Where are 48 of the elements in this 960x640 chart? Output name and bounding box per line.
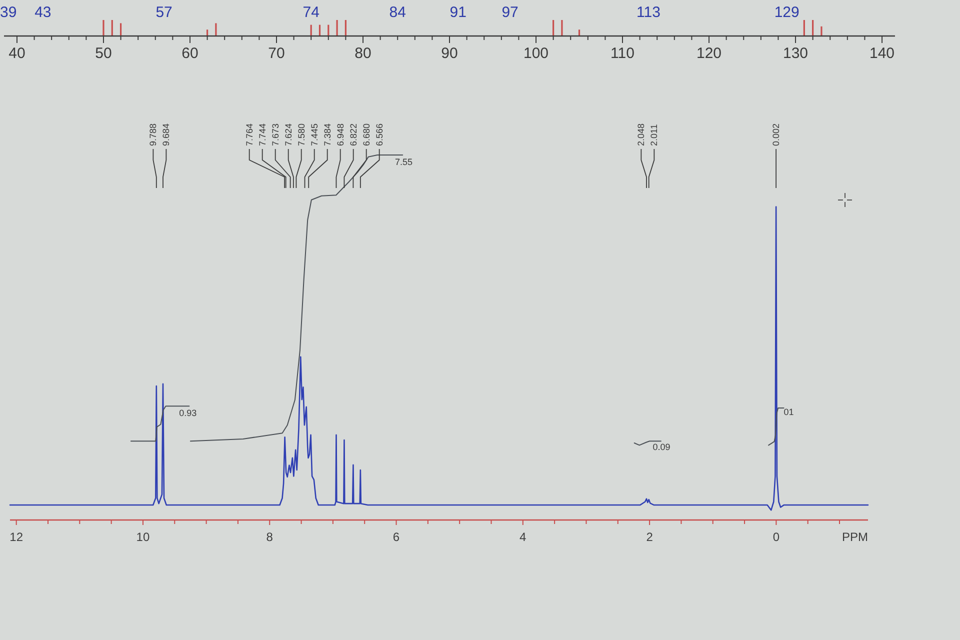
x-tick-label: 40 (8, 45, 26, 62)
x2-tick-label: 39 (0, 4, 17, 21)
annotation: 9.788 (148, 123, 158, 146)
x-tick-label: 6 (392, 530, 400, 544)
x-tick-label: 90 (441, 45, 458, 62)
x2-tick-label: 91 (450, 4, 466, 21)
x2-tick-label: 113 (636, 4, 660, 21)
annotation: 0.09 (652, 442, 670, 452)
x-tick-label: 80 (354, 45, 372, 62)
annotation: 7.624 (283, 123, 294, 146)
x-tick-label: 130 (783, 45, 808, 62)
x-tick-label: 10 (136, 530, 150, 544)
annotation: 7.580 (296, 123, 306, 146)
x-tick-label: 100 (523, 45, 549, 62)
annotation: 7.445 (309, 123, 320, 146)
x-tick-label: 70 (268, 45, 285, 62)
x-tick-label: 12 (10, 530, 24, 544)
annotation: 9.684 (161, 123, 172, 146)
annotation: 0.002 (771, 123, 782, 146)
x-tick-label: 2 (646, 530, 654, 544)
x2-tick-label: 74 (302, 4, 320, 21)
annotation: 7.55 (394, 157, 413, 168)
x2-tick-label: 84 (389, 4, 406, 21)
annotation: 2.011 (649, 124, 660, 146)
x-tick-label: 0 (772, 530, 780, 544)
annotation: 7.384 (322, 123, 332, 146)
x2-tick-label: 97 (502, 4, 518, 21)
annotation: 6.680 (361, 123, 372, 146)
annotation: 7.673 (270, 123, 280, 146)
x2-tick-label: 129 (774, 4, 800, 21)
x-tick-label: 110 (610, 45, 634, 62)
x-axis-title: PPM (842, 530, 868, 544)
annotation: 7.764 (244, 123, 254, 146)
x-tick-label: 4 (520, 530, 527, 544)
x-tick-label: 60 (182, 45, 198, 62)
annotation: 6.822 (348, 123, 358, 146)
annotation: 01 (784, 407, 794, 418)
x-tick-label: 140 (870, 45, 895, 62)
annotation: 6.566 (374, 123, 384, 146)
annotation: 7.744 (257, 123, 268, 146)
x-tick-label: 8 (266, 530, 274, 544)
x2-tick-label: 57 (156, 4, 172, 21)
annotation: 2.048 (636, 123, 646, 146)
annotation: 6.948 (335, 123, 346, 146)
x-tick-label: 120 (696, 45, 722, 62)
annotation: 0.93 (179, 408, 197, 418)
x2-tick-label: 43 (34, 4, 52, 21)
x-tick-label: 50 (95, 45, 112, 62)
